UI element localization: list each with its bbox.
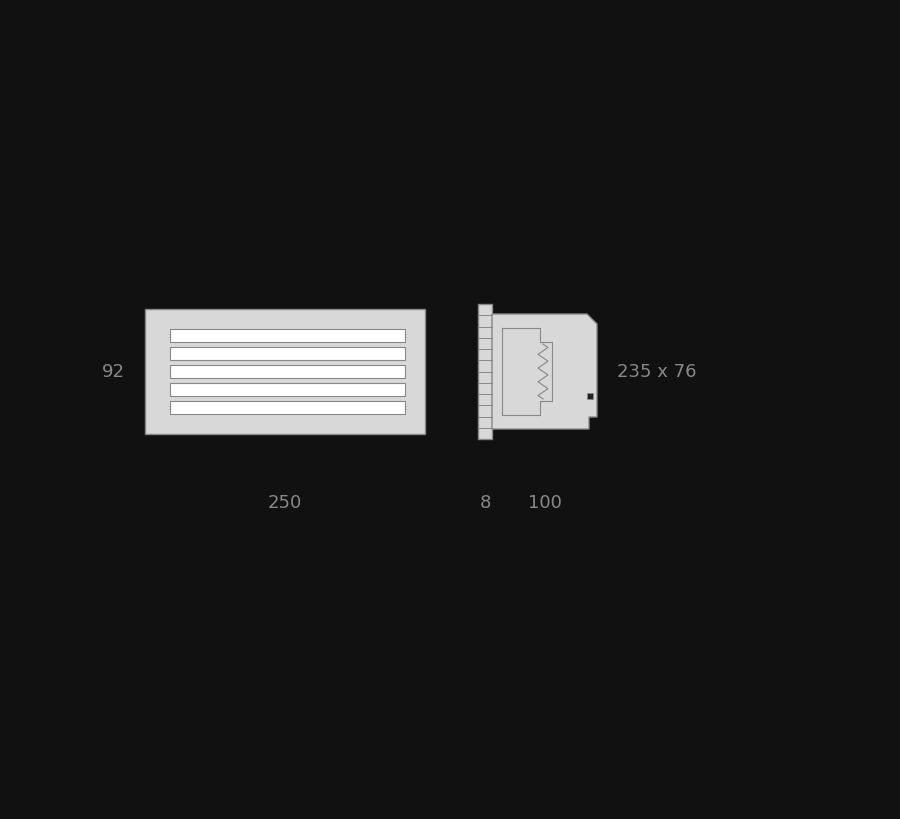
Bar [478,305,492,440]
Bar [170,329,405,342]
Bar [587,393,593,400]
Bar [170,365,405,378]
Text: 250: 250 [268,493,302,511]
Text: 92: 92 [102,363,125,381]
Text: 100: 100 [527,493,562,511]
Bar [170,347,405,360]
Text: 235 x 76: 235 x 76 [617,363,697,381]
Polygon shape [492,314,597,429]
Bar [145,310,425,434]
Bar [170,383,405,396]
Text: 8: 8 [480,493,491,511]
Bar [170,401,405,414]
